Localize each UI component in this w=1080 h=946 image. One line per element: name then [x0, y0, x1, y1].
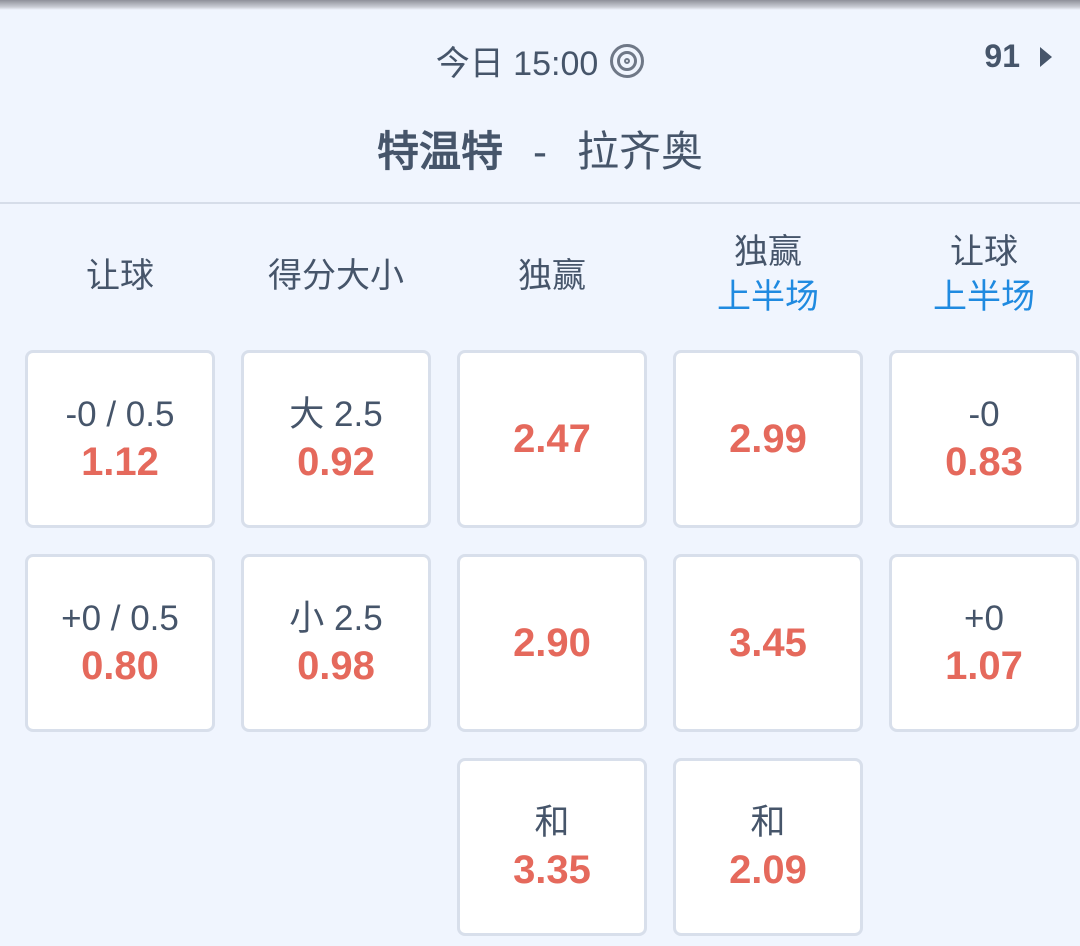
column-header: 独赢: [457, 254, 647, 299]
odds-value: 2.90: [513, 621, 591, 665]
caret-right-icon: [1040, 46, 1052, 67]
match-teams: 特温特 - 拉齐奥: [0, 118, 1080, 179]
odds-label: 和: [750, 803, 786, 842]
column-title: 独赢: [734, 233, 802, 271]
column-title: 得分大小: [268, 257, 404, 295]
column-header: 独赢 上半场: [673, 230, 863, 320]
odds-value: 0.80: [81, 644, 159, 688]
column-title: 让球: [86, 257, 154, 295]
column-header: 让球 上半场: [889, 230, 1079, 320]
column-title: 让球: [950, 233, 1018, 271]
odds-value: 0.83: [945, 440, 1023, 484]
team-separator: -: [533, 128, 547, 175]
odds-button[interactable]: 和 3.35: [457, 758, 647, 936]
odds-label: 小 2.5: [289, 599, 383, 638]
odds-button[interactable]: -0 0.83: [889, 350, 1079, 528]
odds-label: +0: [964, 599, 1004, 638]
odds-value: 1.12: [81, 440, 159, 484]
odds-button[interactable]: -0 / 0.5 1.12: [25, 350, 215, 528]
odds-button[interactable]: 3.45: [673, 554, 863, 732]
odds-label: 大 2.5: [289, 395, 383, 434]
odds-value: 1.07: [945, 644, 1023, 688]
target-icon[interactable]: [610, 43, 645, 78]
odds-button[interactable]: +0 1.07: [889, 554, 1079, 732]
time-text: 今日 15:00: [435, 45, 599, 83]
odds-value: 2.09: [729, 848, 807, 892]
column-subtitle: 上半场: [933, 278, 1035, 316]
column-header: 得分大小: [241, 254, 431, 299]
divider: [0, 202, 1080, 204]
odds-label: +0 / 0.5: [61, 599, 179, 638]
home-team: 特温特: [376, 128, 503, 175]
odds-button[interactable]: 2.47: [457, 350, 647, 528]
odds-button[interactable]: +0 / 0.5 0.80: [25, 554, 215, 732]
status-bar-shadow: [0, 0, 1080, 10]
column-title: 独赢: [518, 257, 586, 295]
away-team: 拉齐奥: [577, 128, 704, 175]
column-subtitle: 上半场: [717, 278, 819, 316]
column-header: 让球: [25, 254, 215, 299]
odds-button[interactable]: 小 2.5 0.98: [241, 554, 431, 732]
odds-value: 3.45: [729, 621, 807, 665]
more-markets-button[interactable]: 91: [984, 38, 1052, 75]
odds-button[interactable]: 大 2.5 0.92: [241, 350, 431, 528]
odds-button[interactable]: 2.90: [457, 554, 647, 732]
odds-label: 和: [534, 803, 570, 842]
odds-label: -0: [968, 395, 1000, 434]
odds-value: 0.92: [297, 440, 375, 484]
odds-label: -0 / 0.5: [65, 395, 175, 434]
odds-value: 0.98: [297, 644, 375, 688]
odds-value: 2.99: [729, 417, 807, 461]
match-time: 今日 15:00: [0, 36, 1080, 85]
odds-button[interactable]: 2.99: [673, 350, 863, 528]
market-count: 91: [984, 38, 1020, 74]
odds-value: 2.47: [513, 417, 591, 461]
odds-value: 3.35: [513, 848, 591, 892]
odds-button[interactable]: 和 2.09: [673, 758, 863, 936]
